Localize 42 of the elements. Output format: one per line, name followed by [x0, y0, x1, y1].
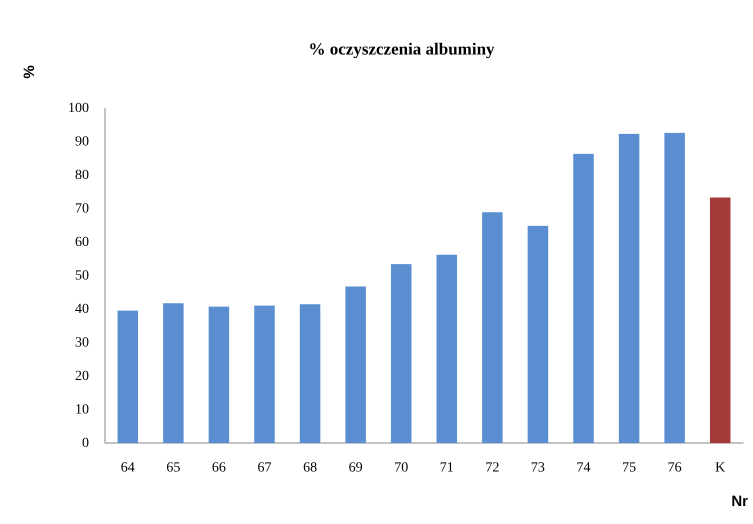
bar	[163, 303, 184, 444]
y-tick-label: 60	[75, 234, 89, 250]
bar	[254, 306, 275, 444]
y-tick-label: 10	[75, 402, 89, 418]
bar	[528, 226, 548, 444]
x-tick-label: 76	[668, 460, 682, 476]
y-tick-label: 50	[75, 268, 89, 284]
bar	[208, 306, 230, 444]
y-axis-title: %	[21, 65, 38, 79]
y-tick-label: 70	[75, 202, 89, 217]
x-tick-label: 64	[120, 460, 135, 476]
y-tick-label: 80	[75, 168, 89, 184]
x-axis-title: Nr	[731, 493, 748, 510]
x-tick-label: 65	[166, 460, 180, 476]
y-tick-label: 100	[68, 101, 89, 116]
x-tick-label: 73	[530, 460, 545, 476]
y-tick-label: 40	[75, 302, 89, 317]
y-tick-label: 30	[75, 335, 89, 350]
bar	[482, 212, 503, 444]
y-tick-label: 90	[75, 134, 89, 150]
x-tick-label: 72	[485, 460, 500, 476]
y-tick-label: 20	[75, 368, 89, 384]
bar	[390, 264, 412, 444]
bar	[710, 197, 730, 444]
bar	[345, 286, 366, 444]
y-tick-label: 0	[82, 436, 89, 451]
x-tick-label: 71	[440, 460, 454, 476]
x-tick-label: 74	[576, 460, 590, 476]
bar	[118, 310, 138, 444]
x-tick-label: 70	[394, 460, 408, 476]
x-tick-label: 75	[622, 460, 636, 476]
bar	[664, 132, 685, 444]
bar	[436, 254, 458, 444]
chart-title: % oczyszczenia albuminy	[308, 40, 496, 59]
x-tick-label: K	[715, 460, 726, 476]
x-tick-label: 67	[258, 460, 272, 476]
bar	[573, 154, 594, 444]
x-tick-label: 66	[212, 460, 226, 476]
bar	[618, 134, 640, 444]
bar	[300, 304, 320, 444]
x-tick-label: 68	[303, 460, 318, 476]
x-tick-label: 69	[348, 460, 363, 476]
